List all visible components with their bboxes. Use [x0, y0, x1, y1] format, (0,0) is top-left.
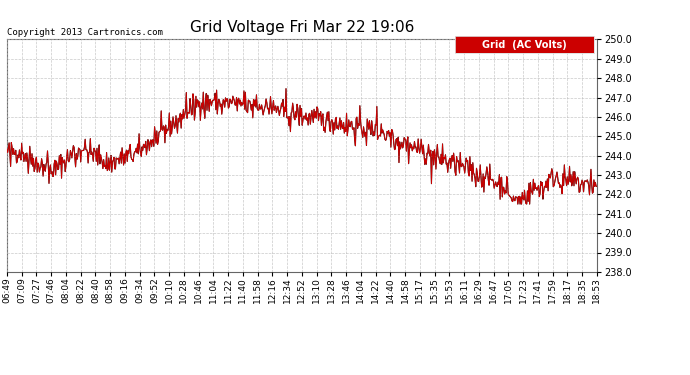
- Title: Grid Voltage Fri Mar 22 19:06: Grid Voltage Fri Mar 22 19:06: [190, 20, 414, 35]
- Text: Copyright 2013 Cartronics.com: Copyright 2013 Cartronics.com: [8, 28, 164, 37]
